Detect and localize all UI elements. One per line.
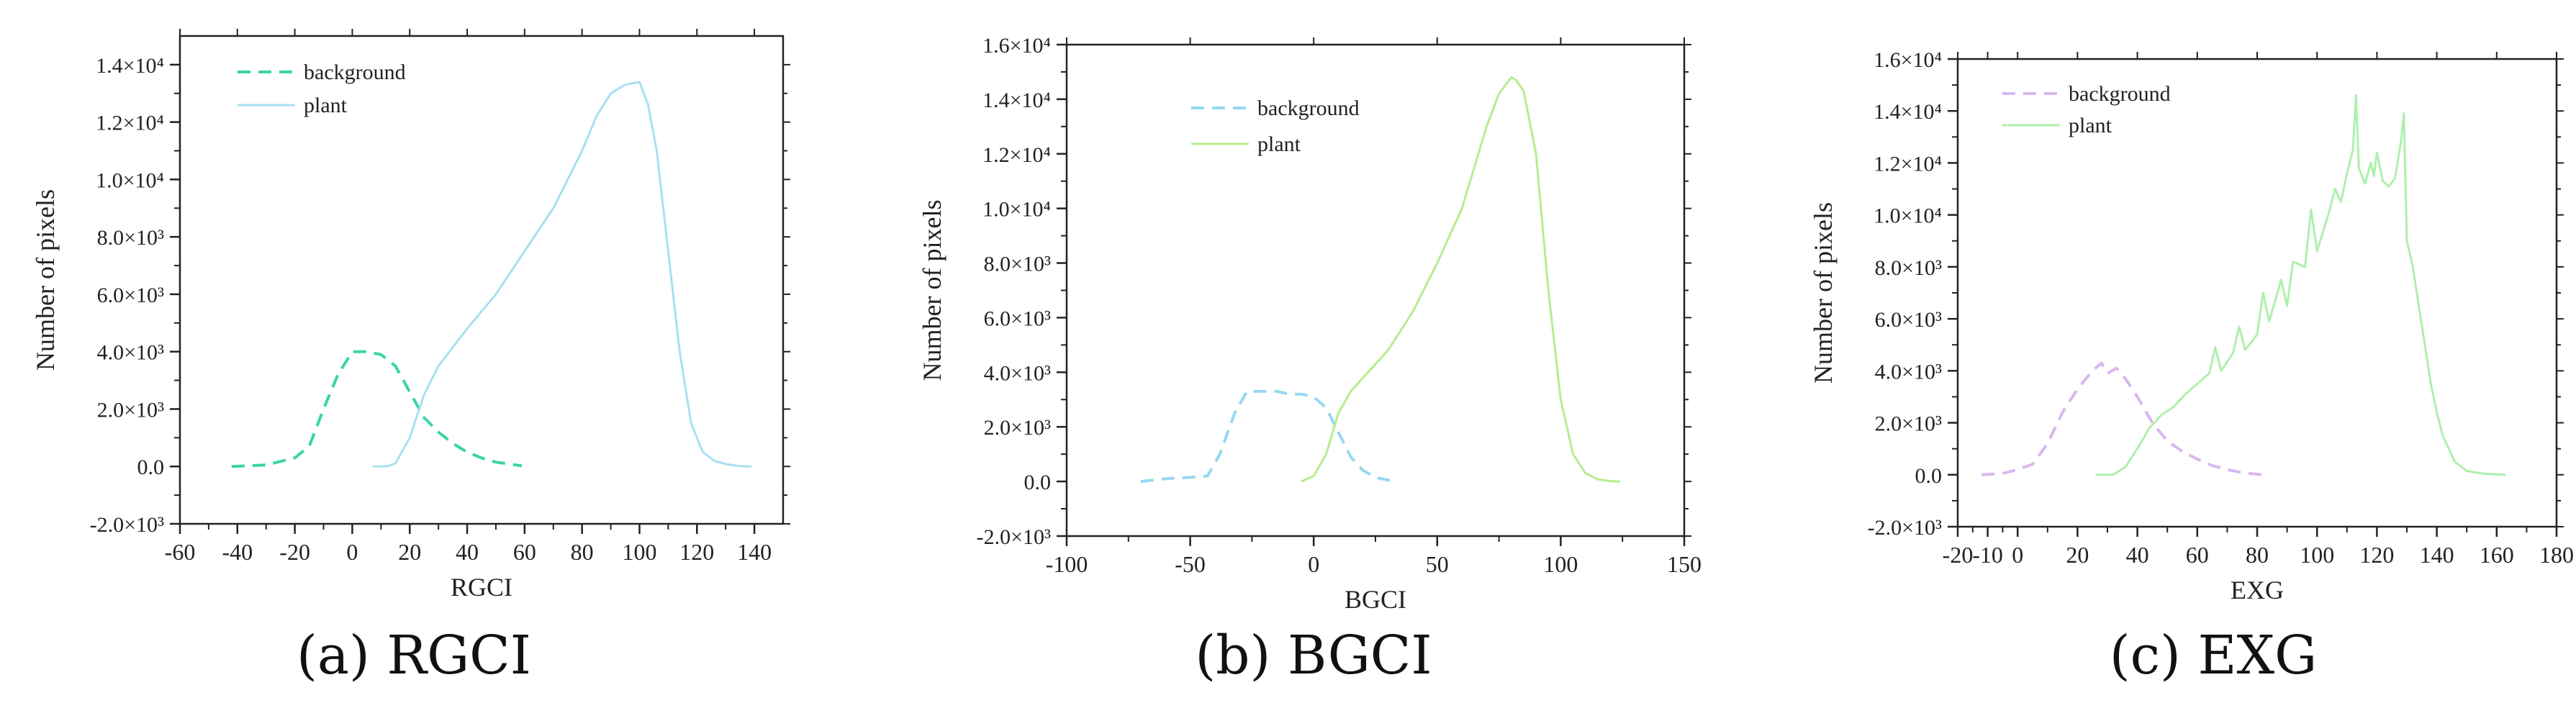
legend-label-background: background bbox=[2069, 82, 2171, 106]
x-tick-label: 150 bbox=[1667, 551, 1701, 577]
y-tick-label: 1.4×10⁴ bbox=[96, 54, 164, 78]
legend-label-background: background bbox=[304, 60, 406, 84]
x-axis-label: EXG bbox=[2231, 576, 2284, 604]
caption-a: (a) RGCI bbox=[296, 625, 532, 686]
plot-frame bbox=[1956, 58, 2558, 528]
x-tick-label: 60 bbox=[2186, 542, 2209, 568]
plot-frame bbox=[1065, 43, 1686, 538]
x-tick-label: 160 bbox=[2480, 542, 2514, 568]
x-tick-label: 180 bbox=[2539, 542, 2574, 568]
x-tick-label: 20 bbox=[2066, 542, 2089, 568]
y-tick-label: 1.4×10⁴ bbox=[982, 89, 1051, 112]
plot-frame bbox=[178, 35, 785, 525]
caption-c: (c) EXG bbox=[2109, 625, 2318, 686]
y-tick-label: 0.0 bbox=[1915, 464, 1943, 488]
x-tick-label: 0 bbox=[1308, 551, 1319, 577]
x-tick-label: 80 bbox=[2246, 542, 2269, 568]
legend-label-plant: plant bbox=[2069, 114, 2112, 137]
x-tick-label: -60 bbox=[165, 539, 196, 565]
series-line-plant bbox=[2095, 94, 2506, 476]
caption-b: (b) BGCI bbox=[1195, 625, 1432, 686]
y-axis-label: Number of pixels bbox=[918, 200, 946, 381]
x-tick-label: 120 bbox=[679, 539, 714, 565]
y-tick-label: 4.0×10³ bbox=[1875, 360, 1942, 384]
x-axis-label: BGCI bbox=[1345, 585, 1406, 614]
y-tick-label: 1.0×10⁴ bbox=[982, 198, 1051, 222]
y-tick-label: -2.0×10³ bbox=[90, 513, 164, 537]
x-tick-label: -20 bbox=[1943, 542, 1974, 568]
x-axis-label: RGCI bbox=[451, 573, 512, 602]
x-tick-label: -100 bbox=[1046, 551, 1088, 577]
x-tick-label: -50 bbox=[1175, 551, 1206, 577]
x-tick-label: -40 bbox=[222, 539, 253, 565]
x-tick-label: 20 bbox=[398, 539, 421, 565]
x-tick-label: 0 bbox=[346, 539, 358, 565]
y-axis-label: Number of pixels bbox=[31, 189, 60, 371]
y-tick-label: 1.2×10⁴ bbox=[1874, 152, 1942, 176]
x-tick-label: 100 bbox=[1543, 551, 1578, 577]
y-tick-label: 4.0×10³ bbox=[984, 361, 1051, 385]
x-tick-label: 50 bbox=[1426, 551, 1449, 577]
y-tick-label: 0.0 bbox=[137, 455, 165, 479]
y-tick-label: 1.4×10⁴ bbox=[1874, 100, 1942, 124]
y-tick-label: 1.6×10⁴ bbox=[1874, 48, 1942, 72]
series-line-background bbox=[1140, 389, 1398, 484]
x-tick-label: 40 bbox=[456, 539, 479, 565]
y-tick-label: 8.0×10³ bbox=[1875, 256, 1942, 280]
x-tick-label: -20 bbox=[279, 539, 310, 565]
y-tick-label: 2.0×10³ bbox=[1875, 412, 1942, 436]
y-tick-label: 1.0×10⁴ bbox=[1874, 204, 1942, 228]
y-tick-label: 1.6×10⁴ bbox=[982, 34, 1051, 58]
x-tick-label: 140 bbox=[2420, 542, 2454, 568]
x-tick-label: 0 bbox=[2012, 542, 2023, 568]
series-line-plant bbox=[372, 81, 752, 468]
y-tick-label: 4.0×10³ bbox=[97, 341, 164, 365]
chart-panel-1: -2.0×10³ 0.0 2.0×10³ 4.0×10³ 6.0×10³ 8.0×10³ 1… bbox=[918, 34, 1701, 614]
x-tick-label: 100 bbox=[2300, 542, 2334, 568]
x-tick-label: 100 bbox=[622, 539, 656, 565]
x-tick-label: 80 bbox=[571, 539, 594, 565]
chart-panel-0: -2.0×10³ 0.0 2.0×10³ 4.0×10³ 6.0×10³ 8.0×10³ 1… bbox=[31, 29, 790, 602]
y-tick-label: 0.0 bbox=[1024, 471, 1052, 494]
series-line-plant bbox=[1301, 76, 1620, 483]
series-line-background bbox=[1981, 361, 2264, 476]
y-tick-label: 6.0×10³ bbox=[97, 284, 164, 307]
x-tick-label: 140 bbox=[737, 539, 772, 565]
y-tick-label: 6.0×10³ bbox=[1875, 308, 1942, 332]
y-tick-label: 1.0×10⁴ bbox=[96, 168, 164, 192]
y-tick-label: 2.0×10³ bbox=[984, 416, 1051, 440]
legend-label-plant: plant bbox=[1257, 132, 1301, 156]
x-tick-label: -10 bbox=[1972, 542, 2003, 568]
y-tick-label: 8.0×10³ bbox=[97, 226, 164, 250]
y-tick-label: 1.2×10⁴ bbox=[96, 112, 164, 135]
y-tick-label: 6.0×10³ bbox=[984, 307, 1051, 330]
y-tick-label: 1.2×10⁴ bbox=[982, 143, 1051, 167]
y-axis-label: Number of pixels bbox=[1809, 202, 1838, 384]
x-tick-label: 120 bbox=[2359, 542, 2394, 568]
legend-label-background: background bbox=[1257, 96, 1360, 120]
y-tick-label: -2.0×10³ bbox=[977, 525, 1051, 549]
y-tick-label: 2.0×10³ bbox=[97, 398, 164, 422]
legend-label-plant: plant bbox=[304, 94, 348, 117]
x-tick-label: 40 bbox=[2126, 542, 2149, 568]
y-tick-label: -2.0×10³ bbox=[1868, 516, 1942, 540]
series-line-background bbox=[231, 350, 523, 468]
y-tick-label: 8.0×10³ bbox=[984, 253, 1051, 276]
chart-panel-2: -2.0×10³ 0.0 2.0×10³ 4.0×10³ 6.0×10³ 8.0×10³ 1… bbox=[1809, 48, 2574, 604]
x-tick-label: 60 bbox=[513, 539, 536, 565]
